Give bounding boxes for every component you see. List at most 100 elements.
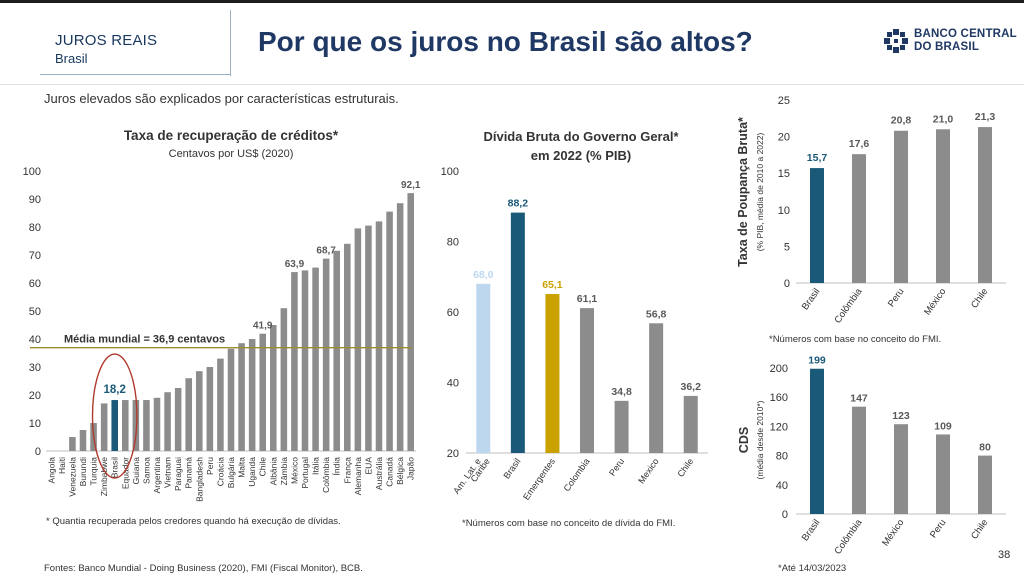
cds-ytick: 40 bbox=[776, 480, 788, 492]
recovery-ytick: 0 bbox=[35, 446, 41, 458]
cds-ylabel: CDS bbox=[737, 427, 751, 453]
recovery-bar bbox=[174, 388, 182, 451]
cds-xtick: Peru bbox=[928, 517, 949, 540]
debt-ytick: 20 bbox=[447, 448, 459, 460]
recovery-data-label: 68,7 bbox=[316, 246, 336, 257]
recovery-xtick: Venezuela bbox=[67, 457, 77, 497]
cds-data-label: 199 bbox=[808, 355, 826, 367]
recovery-ytick: 50 bbox=[29, 306, 41, 318]
debt-bar bbox=[614, 400, 629, 453]
recovery-bar bbox=[248, 339, 256, 451]
debt-ytick: 40 bbox=[447, 378, 459, 390]
recovery-xtick: México bbox=[289, 457, 299, 484]
recovery-xtick: Peru bbox=[205, 457, 215, 475]
cds-bar bbox=[810, 368, 824, 514]
recovery-ytick: 10 bbox=[29, 418, 41, 430]
recovery-xtick: Canadá bbox=[385, 457, 395, 487]
debt-bar bbox=[580, 308, 594, 453]
savings-xtick: Chile bbox=[969, 286, 990, 310]
recovery-xtick: Chile bbox=[258, 457, 268, 477]
cds-xtick: México bbox=[880, 517, 906, 548]
sources-note: Fontes: Banco Mundial - Doing Business (… bbox=[44, 563, 363, 574]
bcb-emblem-icon bbox=[884, 29, 908, 53]
savings-xtick: México bbox=[922, 286, 948, 317]
recovery-xtick: Alemanha bbox=[353, 457, 363, 496]
debt-data-label: 65,1 bbox=[542, 279, 563, 291]
cds-ylabel-sub: (média desde 2010*) bbox=[755, 400, 765, 479]
debt-data-label: 36,2 bbox=[680, 381, 701, 393]
recovery-ytick: 80 bbox=[29, 222, 41, 234]
header-underline bbox=[40, 74, 230, 75]
savings-ytick: 5 bbox=[784, 241, 790, 253]
recovery-xtick: Uganda bbox=[247, 457, 257, 487]
logo-line1: BANCO CENTRAL bbox=[914, 28, 1017, 40]
recovery-bar bbox=[354, 228, 362, 451]
debt-ytick: 100 bbox=[441, 166, 459, 178]
recovery-ytick: 30 bbox=[29, 362, 41, 374]
recovery-xtick: Bélgica bbox=[395, 457, 405, 485]
savings-ytick: 0 bbox=[784, 278, 790, 290]
recovery-bar bbox=[69, 437, 76, 451]
recovery-bar bbox=[291, 272, 298, 451]
recovery-xtick: Argentina bbox=[152, 457, 162, 494]
cds-ytick: 80 bbox=[776, 451, 788, 463]
cds-bar bbox=[852, 406, 866, 514]
cds-bar bbox=[936, 434, 950, 514]
savings-data-label: 21,3 bbox=[975, 111, 996, 123]
cds-data-label: 80 bbox=[979, 442, 991, 454]
debt-title: Dívida Bruta do Governo Geral* bbox=[483, 129, 679, 144]
savings-data-label: 17,6 bbox=[849, 138, 870, 150]
recovery-bar bbox=[164, 392, 171, 451]
brazil-highlight-circle bbox=[91, 353, 138, 479]
savings-data-label: 21,0 bbox=[933, 113, 954, 125]
debt-bar bbox=[649, 323, 664, 453]
recovery-xtick: Burundi bbox=[78, 457, 88, 486]
cds-data-label: 109 bbox=[934, 420, 952, 432]
savings-ytick: 15 bbox=[778, 168, 790, 180]
recovery-bar bbox=[217, 358, 224, 451]
savings-ytick: 20 bbox=[778, 132, 790, 144]
recovery-xtick: Albânia bbox=[268, 457, 278, 486]
recovery-bar bbox=[143, 400, 150, 451]
recovery-xtick: Paraguai bbox=[173, 457, 183, 491]
recovery-xtick: Austrália bbox=[374, 457, 384, 490]
section-header: JUROS REAIS Brasil bbox=[55, 32, 157, 66]
savings-data-label: 20,8 bbox=[891, 115, 912, 127]
debt-xtick: Brasil bbox=[501, 456, 522, 480]
page-title: Por que os juros no Brasil são altos? bbox=[258, 26, 753, 57]
recovery-xtick: Zâmbia bbox=[279, 457, 289, 486]
recovery-data-label: 18,2 bbox=[104, 384, 126, 396]
debt-ytick: 80 bbox=[447, 237, 459, 249]
recovery-xtick: Turquia bbox=[89, 457, 99, 486]
intro-text: Juros elevados são explicados por caract… bbox=[44, 91, 399, 106]
recovery-xtick: Itália bbox=[311, 457, 321, 475]
cds-ytick: 120 bbox=[770, 421, 788, 433]
recovery-xtick: Angola bbox=[46, 457, 56, 484]
debt-data-label: 68,0 bbox=[473, 269, 494, 281]
savings-rate-chart: Taxa de Poupança Bruta* (% PIB, média de … bbox=[736, 95, 1006, 326]
recovery-xtick: França bbox=[342, 457, 352, 484]
top-border bbox=[0, 0, 1024, 3]
savings-footnote: *Números com base no conceito do FMI. bbox=[769, 334, 942, 345]
recovery-bar bbox=[185, 378, 192, 451]
section-subtitle: Brasil bbox=[55, 51, 88, 66]
debt-xtick: Colombia bbox=[562, 456, 592, 493]
recovery-ytick: 60 bbox=[29, 278, 41, 290]
cds-chart: CDS (média desde 2010*) 0 40 80 120 160 200 199 B… bbox=[737, 355, 1006, 557]
savings-ytick: 25 bbox=[778, 95, 790, 107]
debt-bar bbox=[510, 212, 525, 453]
cds-xtick: Colômbia bbox=[832, 517, 864, 557]
cds-bar bbox=[894, 424, 908, 514]
recovery-bar bbox=[122, 400, 129, 451]
debt-xtick: Peru bbox=[607, 456, 626, 477]
recovery-xtick: Bulgária bbox=[226, 457, 236, 488]
page-number: 38 bbox=[998, 549, 1011, 561]
savings-ylabel: Taxa de Poupança Bruta* bbox=[736, 117, 750, 267]
recovery-xtick: Japão bbox=[406, 457, 416, 480]
gross-debt-chart: Dívida Bruta do Governo Geral* em 2022 (%… bbox=[441, 129, 708, 502]
recovery-bar bbox=[132, 400, 140, 451]
savings-xtick: Peru bbox=[886, 286, 907, 309]
recovery-xtick: Portugal bbox=[300, 457, 310, 489]
recovery-bar bbox=[322, 258, 330, 451]
recovery-bar bbox=[227, 348, 235, 451]
